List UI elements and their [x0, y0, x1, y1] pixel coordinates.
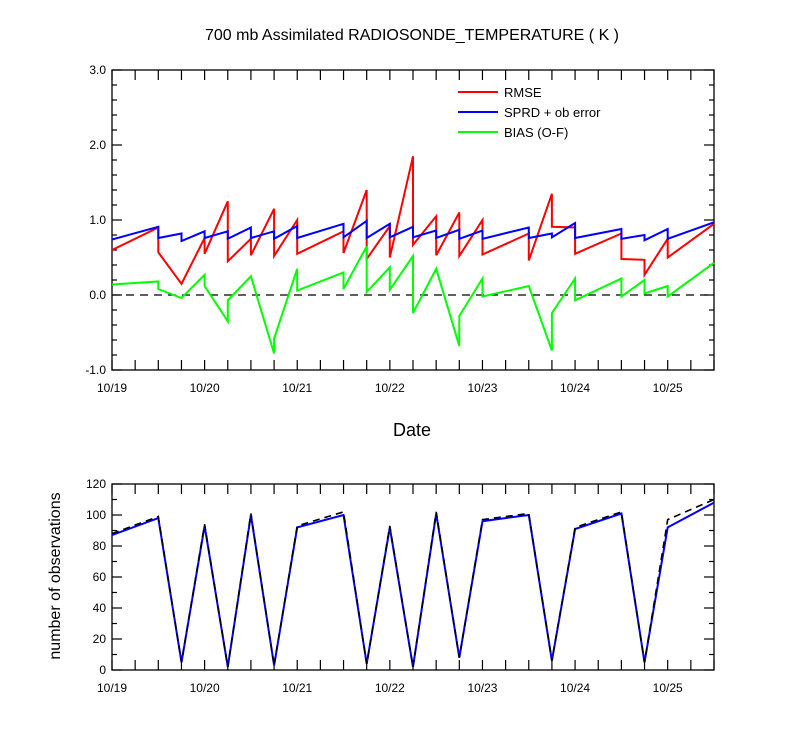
series-line-bias-o-f	[111, 245, 715, 354]
y-tick-label: 20	[93, 632, 107, 646]
y-tick-label: 120	[86, 477, 106, 491]
bottom-series-group	[111, 498, 715, 668]
x-tick-label: 10/19	[97, 381, 127, 395]
legend-label: BIAS (O-F)	[504, 125, 568, 140]
y-tick-label: 2.0	[89, 138, 106, 152]
series-line-observations-possible	[111, 498, 715, 668]
series-line-sprd-ob-error	[111, 218, 715, 243]
top-y-axis: -1.0 0.0 1.0 2.0 3.0	[85, 63, 714, 377]
y-tick-label: 100	[86, 508, 106, 522]
legend-label: RMSE	[504, 85, 542, 100]
bottom-chart: 0 20 40 60 80 100 120 10/19 10/20 10/21 10/22 10/2…	[86, 477, 715, 695]
x-tick-label: 10/24	[560, 681, 590, 695]
legend-label: SPRD + ob error	[504, 105, 601, 120]
x-tick-label: 10/24	[560, 381, 590, 395]
y-axis-label-observations: number of observations	[47, 492, 64, 659]
x-tick-label: 10/19	[97, 681, 127, 695]
x-axis-label: Date	[393, 420, 431, 440]
chart-title: 700 mb Assimilated RADIOSONDE_TEMPERATUR…	[205, 27, 619, 44]
series-line-rmse	[111, 156, 715, 286]
x-tick-label: 10/20	[190, 681, 220, 695]
legend: RMSE SPRD + ob error BIAS (O-F)	[458, 85, 601, 140]
x-tick-label: 10/20	[190, 381, 220, 395]
y-tick-label: -1.0	[85, 363, 106, 377]
x-tick-label: 10/22	[375, 381, 405, 395]
x-tick-label: 10/23	[467, 681, 497, 695]
y-tick-label: 40	[93, 601, 107, 615]
x-tick-label: 10/25	[653, 681, 683, 695]
x-tick-label: 10/21	[282, 681, 312, 695]
x-tick-label: 10/25	[653, 381, 683, 395]
top-chart: -1.00.01.02.03.0 10/19 10/20 10/21 10/22 10/…	[85, 63, 715, 395]
y-tick-label: 80	[93, 539, 107, 553]
y-tick-label: 0	[99, 663, 106, 677]
y-tick-label: 3.0	[89, 63, 106, 77]
top-series-group	[111, 156, 715, 354]
y-tick-label: 60	[93, 570, 107, 584]
x-tick-label: 10/21	[282, 381, 312, 395]
y-tick-label: 1.0	[89, 213, 106, 227]
y-tick-label: 0.0	[89, 288, 106, 302]
top-x-axis: 10/19 10/20 10/21 10/22 10/23 10/24 10/25	[97, 70, 715, 395]
x-tick-label: 10/22	[375, 681, 405, 695]
bottom-y-axis: 0 20 40 60 80 100 120	[86, 477, 714, 677]
x-tick-label: 10/23	[467, 381, 497, 395]
